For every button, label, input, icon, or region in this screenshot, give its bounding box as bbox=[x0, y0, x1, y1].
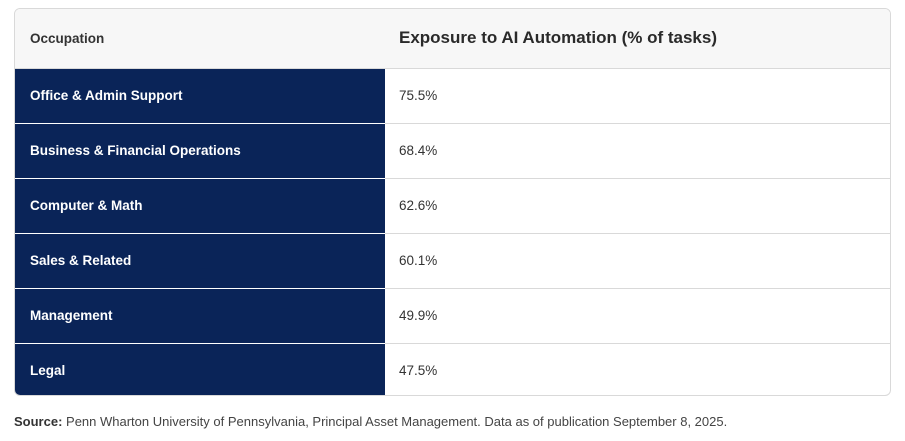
exposure-cell: 49.9% bbox=[385, 288, 890, 344]
exposure-cell: 60.1% bbox=[385, 233, 890, 289]
occupation-cell: Legal bbox=[15, 343, 385, 395]
occupation-cell: Office & Admin Support bbox=[15, 68, 385, 124]
table-row: Computer & Math 62.6% bbox=[15, 178, 890, 234]
exposure-table: Occupation Exposure to AI Automation (% … bbox=[15, 9, 890, 395]
table-row: Business & Financial Operations 68.4% bbox=[15, 123, 890, 179]
table-row: Management 49.9% bbox=[15, 288, 890, 344]
table-row: Office & Admin Support 75.5% bbox=[15, 68, 890, 124]
source-text: Penn Wharton University of Pennsylvania,… bbox=[62, 414, 728, 429]
source-note: Source: Penn Wharton University of Penns… bbox=[14, 414, 727, 429]
header-exposure: Exposure to AI Automation (% of tasks) bbox=[385, 9, 890, 69]
exposure-cell: 62.6% bbox=[385, 178, 890, 234]
occupation-cell: Management bbox=[15, 288, 385, 344]
header-occupation: Occupation bbox=[15, 9, 385, 69]
exposure-cell: 75.5% bbox=[385, 68, 890, 124]
exposure-cell: 47.5% bbox=[399, 363, 438, 379]
occupation-cell: Business & Financial Operations bbox=[15, 123, 385, 179]
source-label: Source: bbox=[14, 414, 63, 429]
occupation-cell: Sales & Related bbox=[15, 233, 385, 289]
table-row: Legal 47.5% bbox=[15, 343, 890, 395]
table-header-row: Occupation Exposure to AI Automation (% … bbox=[15, 9, 890, 69]
table-row: Sales & Related 60.1% bbox=[15, 233, 890, 289]
occupation-cell: Computer & Math bbox=[15, 178, 385, 234]
exposure-cell: 68.4% bbox=[385, 123, 890, 179]
exposure-table-container: Occupation Exposure to AI Automation (% … bbox=[14, 8, 891, 396]
